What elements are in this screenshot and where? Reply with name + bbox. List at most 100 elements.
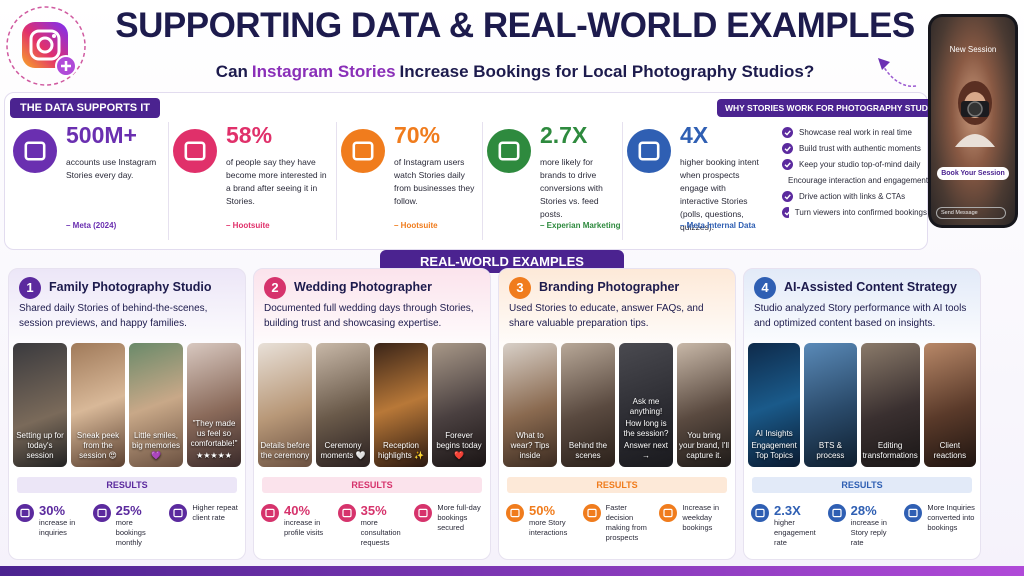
why-text: Build trust with authentic moments (799, 143, 921, 153)
story-tile: Client reactions (923, 343, 976, 467)
results: 40% increase in profile visits 35% more con… (260, 503, 486, 555)
results-label: RESULTS (507, 477, 727, 493)
why-item: Encourage interaction and engagement (782, 172, 929, 188)
why-item: Keep your studio top-of-mind daily (782, 156, 927, 172)
result-text: More Inquiries converted into bookings (927, 503, 975, 532)
story-tile: AI Insights Engagement Top Topics (748, 343, 801, 467)
result-body: Faster decision making from prospects (606, 503, 655, 543)
tile-text: Behind the scenes (568, 441, 608, 460)
result-icon (261, 504, 279, 522)
stat: 2.7X more likely for brands to drive conv… (482, 122, 623, 240)
story-tile: What to wear? Tips inside (503, 343, 557, 467)
result-icon (582, 504, 601, 522)
result-text: More full-day bookings secured (437, 503, 481, 532)
phone-button[interactable]: Book Your Session (937, 167, 1009, 180)
stat-icon (13, 129, 57, 173)
why-text: Keep your studio top-of-mind daily (799, 159, 921, 169)
results: 30% increase in inquiries 25% more bookings… (15, 503, 241, 555)
result: 35% more consultation requests (337, 503, 410, 555)
result: More full-day bookings secured (413, 503, 486, 555)
results-label: RESULTS (752, 477, 972, 493)
stat: 58% of people say they have become more i… (168, 122, 337, 240)
stat-text: higher booking intent when prospects eng… (680, 157, 759, 232)
stat-value: 4X (680, 122, 709, 148)
subtitle-text: Increase Bookings for Local Photography … (399, 62, 815, 81)
why-text: Encourage interaction and engagement (788, 175, 929, 185)
result-icon (506, 504, 524, 522)
phone-header: New Session (949, 45, 997, 54)
result: Faster decision making from prospects (582, 503, 655, 555)
results: 50% more Story interactions Faster decisio… (505, 503, 731, 555)
result-text: higher engagement rate (774, 518, 816, 547)
result: 2.3X higher engagement rate (750, 503, 823, 555)
tile-text: Details before the ceremony (260, 441, 310, 460)
stat-text: of people say they have become more inte… (226, 157, 327, 206)
tile-text: Answer next → (623, 441, 669, 460)
story-tile: Setting up for today's session (13, 343, 67, 467)
result-body: 40% increase in profile visits (284, 503, 333, 538)
stat: 4X higher booking intent when prospects e… (622, 122, 772, 240)
result-icon (337, 504, 356, 522)
result-text: more bookings monthly (115, 518, 146, 547)
tile-text: You bring your brand, I'll capture it. (679, 431, 729, 460)
why-item: Build trust with authentic moments (782, 140, 927, 156)
why-text: Drive action with links & CTAs (799, 191, 906, 201)
results: 2.3X higher engagement rate 28% increase in… (750, 503, 976, 555)
stat-source: – Hootsuite (394, 221, 438, 230)
result-text: Increase in weekday bookings (682, 503, 720, 532)
why-item: Drive action with links & CTAs (782, 188, 927, 204)
card-number: 3 (509, 277, 531, 299)
phone-input[interactable]: Send Message (936, 207, 1006, 219)
tile-text: Reception highlights ✨ (378, 441, 424, 460)
subtitle-text: Can (215, 62, 248, 81)
result-icon (751, 504, 769, 522)
result-text: more Story interactions (529, 518, 568, 537)
stat-text: of Instagram users watch Stories daily f… (394, 157, 475, 206)
story-tile: Forever begins today ❤️ (432, 343, 486, 467)
stat-text: more likely for brands to drive conversi… (540, 157, 603, 219)
stat-icon (487, 129, 531, 173)
result: More Inquiries converted into bookings (903, 503, 976, 555)
data-panel (4, 92, 928, 250)
stat: 500M+ accounts use Instagram Stories ever… (8, 122, 169, 240)
result-text: Higher repeat client rate (192, 503, 238, 522)
result: 28% increase in Story reply rate (827, 503, 900, 555)
story-tile: Behind the scenes (561, 343, 615, 467)
tile-text: Ask me anything! (629, 397, 663, 416)
result-value: 30% (39, 503, 66, 518)
result-value: 35% (360, 503, 387, 518)
tile-text: Sneak peek from the session 😍 (76, 431, 120, 460)
footer-bar (0, 566, 1024, 576)
example-card: 4 AI-Assisted Content Strategy Studio anal… (743, 268, 981, 560)
why-item: Showcase real work in real time (782, 124, 927, 140)
result-body: More Inquiries converted into bookings (927, 503, 976, 533)
story-tile: You bring your brand, I'll capture it. (677, 343, 731, 467)
story-tiles: Setting up for today's session Sneak peek… (13, 343, 241, 467)
result-text: increase in Story reply rate (850, 518, 887, 547)
result-body: 28% increase in Story reply rate (851, 503, 900, 548)
photographer-figure (955, 81, 995, 147)
phone-mockup: New Session Book Your Session Send Messa… (928, 14, 1018, 228)
story-tile: Ask me anything! How long is the session?… (619, 343, 673, 467)
arrow-doodle (878, 58, 917, 87)
why-list: Showcase real work in real time Build tru… (782, 124, 929, 220)
tile-text: How long is the session? (623, 419, 669, 438)
story-tile: "They made us feel so comfortable!" ★★★★★ (187, 343, 241, 467)
story-tile: Details before the ceremony (258, 343, 312, 467)
why-title: WHY STORIES WORK FOR PHOTOGRAPHY STUDIOS (717, 99, 951, 117)
title: SUPPORTING DATA & REAL-WORLD EXAMPLES (115, 6, 915, 45)
result-icon (92, 504, 111, 522)
result-body: 30% increase in inquiries (39, 503, 88, 538)
tile-text: Client reactions (933, 441, 967, 460)
tile-text: What to wear? Tips inside (510, 431, 550, 460)
story-tile: Sneak peek from the session 😍 (71, 343, 125, 467)
stat-value: 58% (226, 122, 273, 148)
result-body: Increase in weekday bookings (682, 503, 731, 533)
tile-text: BTS & process (816, 441, 845, 460)
result-body: 2.3X higher engagement rate (774, 503, 823, 548)
result-icon (827, 504, 846, 522)
stat-value: 500M+ (66, 122, 137, 148)
check-icon (782, 126, 793, 138)
